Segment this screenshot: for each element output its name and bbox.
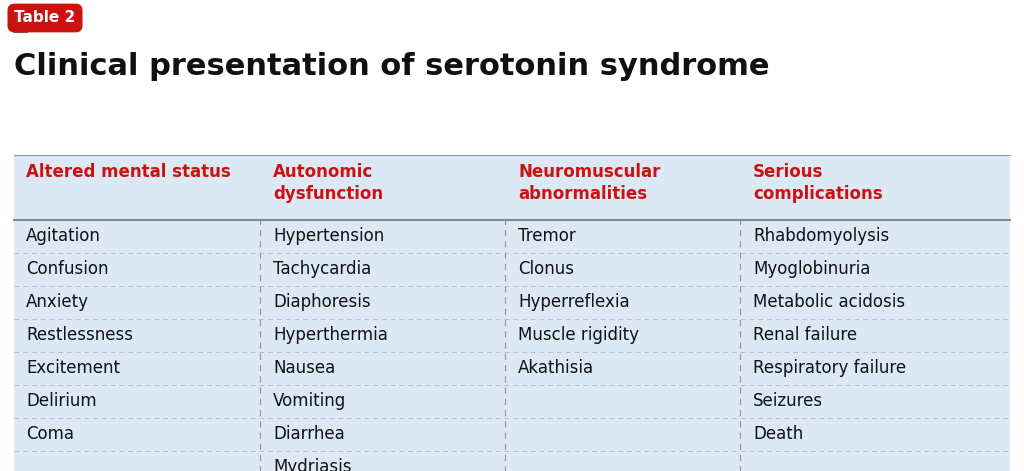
Text: Mydriasis: Mydriasis — [273, 458, 351, 471]
Text: Clinical presentation of serotonin syndrome: Clinical presentation of serotonin syndr… — [14, 52, 769, 81]
Text: Hyperthermia: Hyperthermia — [273, 326, 388, 344]
Text: Respiratory failure: Respiratory failure — [753, 359, 906, 377]
Text: Diaphoresis: Diaphoresis — [273, 293, 371, 311]
Text: Serious
complications: Serious complications — [753, 163, 883, 203]
Text: Rhabdomyolysis: Rhabdomyolysis — [753, 227, 889, 245]
Text: Tachycardia: Tachycardia — [273, 260, 372, 278]
Text: Nausea: Nausea — [273, 359, 335, 377]
Text: Hypertension: Hypertension — [273, 227, 384, 245]
Text: Coma: Coma — [26, 425, 74, 443]
Text: Renal failure: Renal failure — [753, 326, 857, 344]
Text: Metabolic acidosis: Metabolic acidosis — [753, 293, 905, 311]
Bar — [14, 155, 1010, 471]
Text: Seizures: Seizures — [753, 392, 823, 410]
Text: Anxiety: Anxiety — [26, 293, 89, 311]
Text: Myoglobinuria: Myoglobinuria — [753, 260, 870, 278]
Text: Agitation: Agitation — [26, 227, 101, 245]
Text: Table 2: Table 2 — [14, 10, 76, 25]
Text: Delirium: Delirium — [26, 392, 96, 410]
Text: Neuromuscular
abnormalities: Neuromuscular abnormalities — [518, 163, 660, 203]
Text: Clonus: Clonus — [518, 260, 574, 278]
Text: Vomiting: Vomiting — [273, 392, 346, 410]
Text: Hyperreflexia: Hyperreflexia — [518, 293, 630, 311]
Text: Muscle rigidity: Muscle rigidity — [518, 326, 639, 344]
Text: Restlessness: Restlessness — [26, 326, 133, 344]
Text: Confusion: Confusion — [26, 260, 109, 278]
Text: Death: Death — [753, 425, 803, 443]
Text: Altered mental status: Altered mental status — [26, 163, 230, 181]
Text: Tremor: Tremor — [518, 227, 575, 245]
Text: Akathisia: Akathisia — [518, 359, 594, 377]
Text: Diarrhea: Diarrhea — [273, 425, 345, 443]
Text: Autonomic
dysfunction: Autonomic dysfunction — [273, 163, 383, 203]
Text: Excitement: Excitement — [26, 359, 120, 377]
